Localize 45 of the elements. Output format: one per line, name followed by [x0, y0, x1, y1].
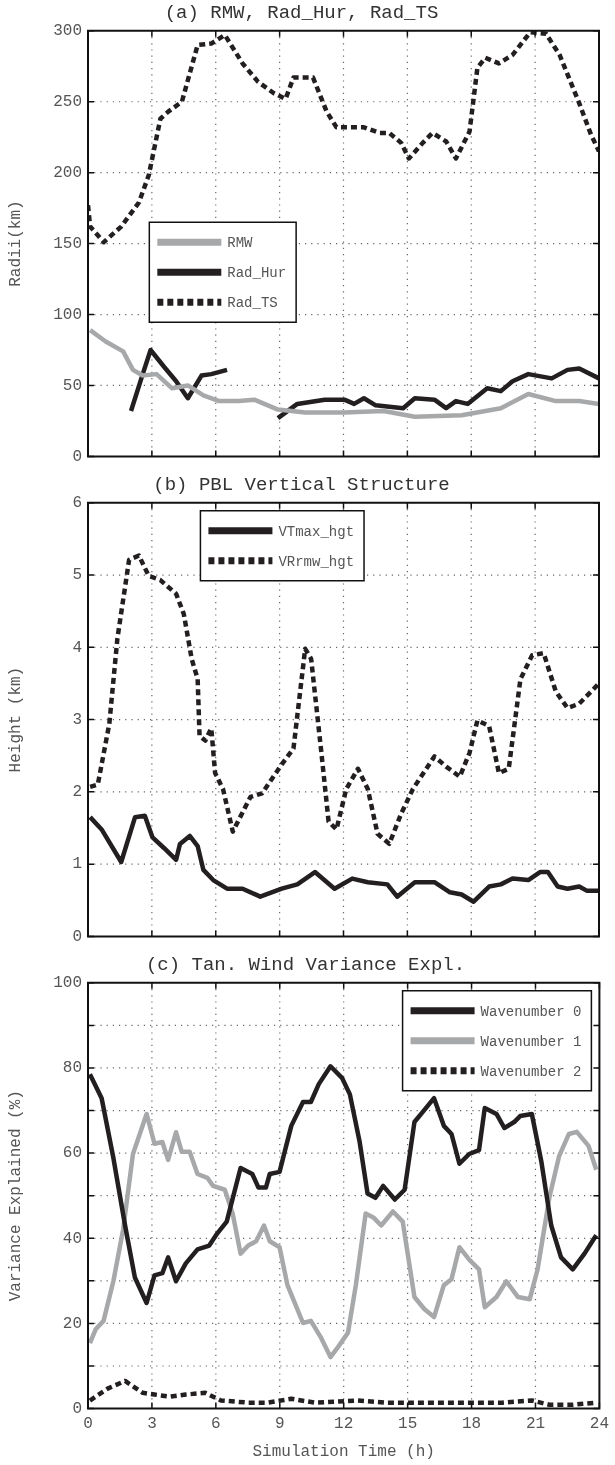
- y-tick-label: 100: [53, 974, 82, 993]
- y-tick-label: 200: [53, 163, 82, 182]
- y-tick-label: 0: [72, 927, 82, 946]
- legend-label: Wavenumber 1: [480, 1033, 582, 1050]
- x-tick-label: 24: [589, 1415, 609, 1434]
- line-series: [88, 30, 599, 245]
- legend-label: Rad_TS: [227, 295, 278, 312]
- legend-label: RMW: [227, 235, 254, 252]
- y-axis-title: Height (km): [6, 666, 25, 773]
- y-tick-label: 6: [72, 494, 82, 513]
- y-tick-label: 1: [72, 855, 82, 874]
- x-tick-label: 3: [147, 1415, 157, 1434]
- y-tick-label: 100: [53, 305, 82, 324]
- y-tick-label: 0: [72, 447, 82, 466]
- y-tick-label: 20: [62, 1314, 82, 1333]
- x-axis-title: Simulation Time (h): [252, 1442, 435, 1461]
- y-tick-label: 50: [62, 376, 82, 395]
- x-tick-label: 15: [398, 1415, 418, 1434]
- legend-label: VRrmw_hgt: [278, 553, 355, 570]
- chart-title: (b) PBL Vertical Structure: [153, 474, 450, 497]
- y-tick-label: 60: [62, 1144, 82, 1163]
- legend-label: Wavenumber 2: [480, 1063, 582, 1080]
- y-tick-label: 3: [72, 710, 82, 729]
- y-axis-title: Variance Explained (%): [6, 1090, 25, 1302]
- x-tick-label: 12: [334, 1415, 354, 1434]
- y-tick-label: 300: [53, 22, 82, 41]
- y-tick-label: 0: [72, 1399, 82, 1418]
- x-tick-label: 18: [461, 1415, 482, 1434]
- y-tick-label: 150: [53, 234, 82, 253]
- chart-title: (a) RMW, Rad_Hur, Rad_TS: [164, 2, 439, 25]
- line-series: [88, 553, 599, 847]
- y-tick-label: 2: [72, 783, 82, 802]
- y-axis-title: Radii(km): [6, 200, 25, 287]
- legend-label: VTmax_hgt: [278, 523, 355, 540]
- x-tick-label: 21: [525, 1415, 546, 1434]
- y-tick-label: 80: [62, 1059, 82, 1078]
- chart-title: (c) Tan. Wind Variance Expl.: [145, 954, 466, 977]
- y-tick-label: 5: [72, 566, 82, 585]
- y-tick-label: 40: [62, 1229, 82, 1248]
- legend-label: Wavenumber 0: [480, 1003, 582, 1020]
- legend-label: Rad_Hur: [227, 265, 287, 282]
- y-tick-label: 250: [53, 92, 82, 111]
- x-tick-label: 6: [211, 1415, 221, 1434]
- y-tick-label: 4: [72, 638, 82, 657]
- x-tick-label: 9: [274, 1415, 285, 1434]
